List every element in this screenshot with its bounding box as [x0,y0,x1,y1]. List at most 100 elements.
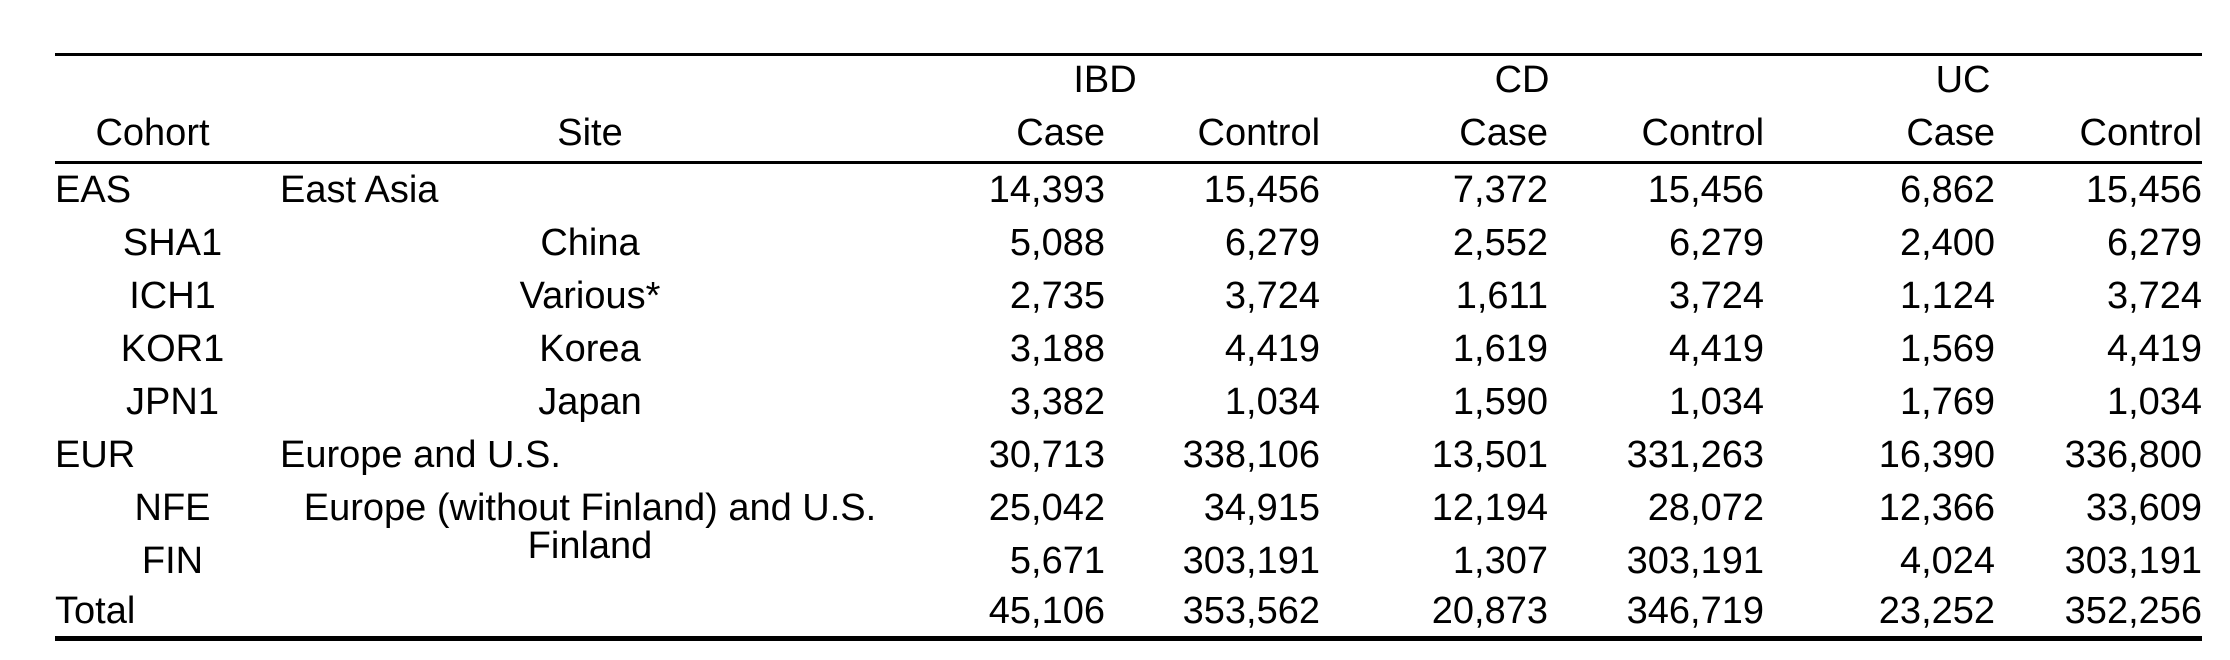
total-site-cell [250,588,930,641]
uc-control-cell: 336,800 [2064,433,2203,476]
ibd-control-cell: 4,419 [1224,327,1321,370]
ibd-control-cell: 34,915 [1203,486,1321,529]
table-row: EUR Europe and U.S. 30,713 338,106 13,50… [55,429,2202,482]
uc-control-cell: 4,419 [2106,327,2203,370]
table-footer: Total 45,106 353,562 20,873 346,719 23,2… [55,588,2203,641]
uc-control-cell: 15,456 [2085,168,2203,211]
ibd-case-cell: 30,713 [988,433,1105,476]
table-header: IBD CD UC Cohort Site Case Control Case … [55,55,2203,164]
uc-control-cell: 303,191 [2064,539,2203,582]
cd-control-cell: 28,072 [1647,486,1765,529]
cohort-cell: ICH1 [129,274,216,317]
table-row: KOR1 Korea 3,188 4,419 1,619 4,419 1,569… [55,323,2202,376]
ibd-case-cell: 14,393 [988,168,1105,211]
uc-control-cell: 1,034 [2106,380,2203,423]
total-label-cell: Total [55,588,250,641]
total-uc-control-cell: 352,256 [1995,588,2203,641]
total-cd-case-cell: 20,873 [1320,588,1549,641]
table-container: IBD CD UC Cohort Site Case Control Case … [55,53,2203,641]
table-row: ICH1 Various* 2,735 3,724 1,611 3,724 1,… [55,270,2202,323]
ibd-control-cell: 15,456 [1203,168,1321,211]
column-header-row: Cohort Site Case Control Case Control Ca… [55,106,2203,164]
cd-control-cell: 6,279 [1668,221,1765,264]
site-cell: Europe and U.S. [280,433,561,476]
cd-control-cell: 3,724 [1668,274,1765,317]
group-header-cd-label: CD [1494,59,1550,102]
uc-case-cell: 1,124 [1899,274,1996,317]
cohort-cell: KOR1 [120,327,225,370]
cohort-cell: NFE [134,486,211,529]
column-header-cd-case: Case [1320,106,1549,164]
cd-control-cell: 303,191 [1626,539,1765,582]
ibd-cohort-table: IBD CD UC Cohort Site Case Control Case … [55,53,2203,641]
ibd-case-cell: 3,188 [1009,327,1105,370]
group-header-ibd-label: IBD [1073,59,1137,102]
cd-case-cell: 12,194 [1431,486,1549,529]
group-header-row: IBD CD UC [55,55,2202,107]
cd-case-cell: 13,501 [1431,433,1549,476]
total-uc-case-cell: 23,252 [1764,588,1996,641]
cd-control-cell: 15,456 [1647,168,1765,211]
table-row: EAS East Asia 14,393 15,456 7,372 15,456… [55,163,2202,218]
column-header-cd-control: Control [1548,106,1765,164]
site-cell: East Asia [280,168,439,211]
uc-control-cell: 3,724 [2106,274,2203,317]
group-header-uc: UC [1764,55,2202,107]
cd-control-cell: 331,263 [1626,433,1765,476]
cd-case-cell: 1,307 [1452,539,1549,582]
ibd-control-cell: 3,724 [1224,274,1321,317]
table-row: SHA1 China 5,088 6,279 2,552 6,279 2,400… [55,217,2202,270]
cohort-cell: JPN1 [126,380,219,423]
cohort-cell: FIN [141,539,204,582]
site-cell: Finland [527,524,653,567]
cd-case-cell: 1,590 [1452,380,1549,423]
uc-control-cell: 33,609 [2085,486,2203,529]
uc-case-cell: 4,024 [1899,539,1996,582]
ibd-control-cell: 1,034 [1224,380,1321,423]
group-header-cd: CD [1320,55,1764,107]
group-header-uc-label: UC [1935,59,1991,102]
total-row: Total 45,106 353,562 20,873 346,719 23,2… [55,588,2203,641]
column-header-ibd-case: Case [930,106,1105,164]
ibd-control-cell: 6,279 [1224,221,1321,264]
ibd-case-cell: 3,382 [1009,380,1105,423]
cd-case-cell: 1,619 [1452,327,1549,370]
group-header-spacer-site [250,55,930,107]
column-header-cohort: Cohort [55,106,250,164]
total-ibd-control-cell: 353,562 [1105,588,1321,641]
uc-case-cell: 1,569 [1899,327,1996,370]
group-header-spacer-cohort [55,55,250,107]
site-cell: Korea [539,327,641,370]
ibd-case-cell: 5,088 [1009,221,1105,264]
cd-case-cell: 2,552 [1452,221,1549,264]
uc-case-cell: 6,862 [1899,168,1996,211]
column-header-ibd-control: Control [1105,106,1321,164]
site-cell: Various* [519,274,661,317]
uc-case-cell: 1,769 [1899,380,1996,423]
table-body: EAS East Asia 14,393 15,456 7,372 15,456… [55,163,2202,589]
cohort-cell: SHA1 [122,221,223,264]
uc-case-cell: 16,390 [1878,433,1996,476]
cd-case-cell: 1,611 [1455,274,1549,317]
table-row: FIN Finland 5,671 303,191 1,307 303,191 … [55,524,2203,588]
total-cd-control-cell: 346,719 [1548,588,1765,641]
site-cell: Europe (without Finland) and U.S. [303,486,877,529]
ibd-case-cell: 2,735 [1009,274,1105,317]
group-header-ibd: IBD [930,55,1320,107]
ibd-control-cell: 338,106 [1182,433,1321,476]
cd-case-cell: 7,372 [1452,168,1549,211]
ibd-case-cell: 5,671 [1009,539,1105,582]
uc-case-cell: 12,366 [1878,486,1996,529]
column-header-uc-case: Case [1764,106,1996,164]
cohort-cell: EUR [55,433,136,476]
cd-control-cell: 1,034 [1668,380,1765,423]
site-cell: China [540,221,640,264]
site-cell: Japan [538,380,642,423]
ibd-control-cell: 303,191 [1182,539,1321,582]
table-row: JPN1 Japan 3,382 1,034 1,590 1,034 1,769… [55,376,2202,429]
cohort-cell: EAS [55,168,132,211]
cd-control-cell: 4,419 [1668,327,1765,370]
column-header-site: Site [250,106,930,164]
table-row: NFE Europe (without Finland) and U.S. 25… [55,482,2203,535]
uc-control-cell: 6,279 [2106,221,2203,264]
